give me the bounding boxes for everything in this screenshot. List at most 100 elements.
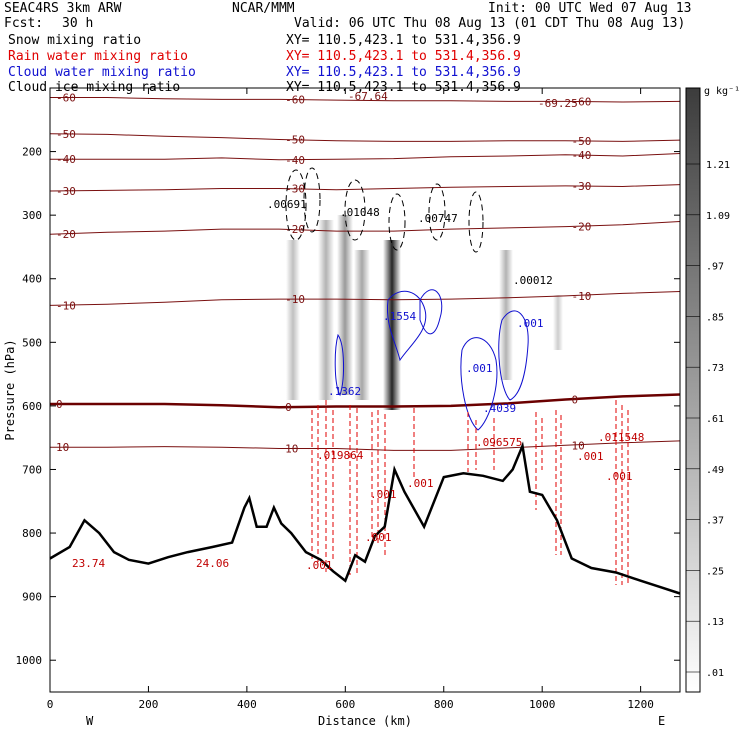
isotherm-label: -30 — [56, 185, 76, 198]
snow-max-label: .00691 — [267, 198, 307, 211]
x-tick-label: 1200 — [627, 698, 654, 711]
isotherm-line — [50, 97, 681, 103]
snow-contour — [344, 179, 366, 241]
init-time: Init: 00 UTC Wed 07 Aug 13 — [488, 1, 692, 16]
isotherm-label: 0 — [285, 401, 292, 414]
rain-contour — [413, 408, 495, 480]
colorbar-tick-label: .01 — [706, 668, 724, 679]
colorbar: g kg⁻¹ .01 .13 .25 .37 .49 .61 .73 .85 .97 1.09 1.… — [685, 86, 740, 693]
east-label: E — [658, 714, 665, 728]
isotherm-label: -30 — [285, 182, 305, 195]
colorbar-tick-label: 1.21 — [706, 160, 730, 171]
isotherm-label: -40 — [285, 154, 305, 167]
colorbar-tick-label: .25 — [706, 566, 724, 577]
shade-plume — [318, 220, 334, 400]
isotherm-line — [50, 393, 681, 409]
isotherm-line — [49, 184, 681, 192]
colorbar-tick-label: .85 — [706, 312, 724, 323]
shade-plume — [354, 250, 370, 400]
isotherm-label: -20 — [56, 228, 76, 241]
isotherm-line — [49, 133, 681, 142]
x-tick-label: 400 — [237, 698, 257, 711]
cloud-contour — [498, 310, 529, 401]
cloud-contour — [386, 290, 427, 362]
legend-cloud-water-name: Cloud water mixing ratio — [8, 65, 196, 80]
isotherm-label: -20 — [571, 221, 591, 234]
y-tick-label: 900 — [22, 591, 42, 604]
colorbar-tick-label: .37 — [706, 516, 724, 527]
rain-contour — [349, 405, 386, 575]
isotherm-label: -60 — [571, 95, 591, 108]
rain-max-label: .019864 — [317, 449, 364, 462]
cloud-contour — [419, 289, 443, 335]
x-tick-label: 200 — [139, 698, 159, 711]
legend-snow-name: Snow mixing ratio — [8, 33, 142, 48]
y-tick-label: 400 — [22, 273, 42, 286]
isotherm-label: -20 — [285, 223, 305, 236]
shade-plume — [337, 215, 353, 395]
x-tick-label: 800 — [434, 698, 454, 711]
legend-cloud-water-xy: XY= 110.5,423.1 to 531.4,356.9 — [286, 65, 521, 80]
isotherm-label: -10 — [285, 293, 305, 306]
project-title: SEAC4RS 3km ARW — [4, 1, 122, 16]
colorbar-unit: g kg⁻¹ — [704, 86, 740, 97]
y-tick-label: 300 — [22, 209, 42, 222]
rain-max-label: .096575 — [476, 436, 522, 449]
snow-max-label: .01048 — [340, 206, 380, 219]
isotherm-line — [49, 291, 681, 306]
y-tick-label: 700 — [22, 463, 42, 476]
isotherm-label: 0 — [56, 398, 63, 411]
upper-label: -67.64 — [348, 90, 388, 103]
cloud-max-label: .001 — [517, 317, 544, 330]
plot-frame — [49, 87, 681, 693]
surface-label: 23.74 — [72, 557, 105, 570]
legend-rain-xy: XY= 110.5,423.1 to 531.4,356.9 — [286, 49, 521, 64]
colorbar-tick-label: .97 — [706, 262, 724, 273]
contour-annotations: .00691 .01048 .00747 .00012 .1362 .1554 … — [72, 90, 644, 572]
rain-label: .001 — [306, 559, 333, 572]
isotherm-label: -60 — [56, 92, 76, 105]
colorbar-gradient — [685, 87, 701, 693]
isotherm-label: -10 — [56, 299, 76, 312]
isotherm-label: -50 — [571, 135, 591, 148]
snow-ice-contours — [285, 167, 484, 253]
snow-contour — [388, 193, 406, 251]
colorbar-tick-label: .13 — [706, 617, 724, 628]
isotherm-label: -60 — [285, 93, 305, 106]
isotherm-label: 10 — [571, 439, 584, 452]
x-tick-label: 600 — [335, 698, 355, 711]
cloud-water-contours — [334, 289, 529, 431]
x-tick-label: 1000 — [529, 698, 556, 711]
temperature-isotherms: -60 -60 -60-50 -50 -50-40 -40 -40-30 -30 -30-20-… — [49, 92, 681, 455]
west-label: W — [86, 714, 94, 728]
y-axis-label: Pressure (hPa) — [3, 339, 17, 440]
rain-label: .001 — [407, 477, 434, 490]
isotherm-label: -30 — [571, 180, 591, 193]
y-tick-label: 200 — [22, 146, 42, 159]
rain-label: .001 — [370, 488, 397, 501]
forecast-hours: 30 h — [62, 16, 94, 31]
shade-plume — [286, 240, 300, 400]
valid-time: Valid: 06 UTC Thu 08 Aug 13 (01 CDT Thu … — [294, 16, 686, 31]
cloud-max-label: .4039 — [483, 402, 516, 415]
forecast-label: Fcst: — [4, 16, 44, 31]
shade-plume — [553, 295, 563, 350]
snow-contour — [428, 183, 446, 241]
rain-water-contours — [311, 400, 629, 585]
cloud-contour — [334, 333, 344, 397]
legend-rain-name: Rain water mixing ratio — [8, 49, 189, 64]
snow-max-label: .00747 — [418, 212, 458, 225]
colorbar-tick-label: 1.09 — [706, 211, 730, 222]
rain-contour — [311, 400, 334, 572]
snow-contour — [303, 167, 321, 233]
isotherm-label: -40 — [56, 153, 76, 166]
isotherm-line — [49, 221, 681, 235]
rain-max-label: .011548 — [598, 431, 644, 444]
y-tick-label: 1000 — [16, 654, 43, 667]
isotherm-label: -10 — [571, 290, 591, 303]
y-tick-label: 600 — [22, 400, 42, 413]
rain-label: .001 — [577, 450, 604, 463]
colorbar-ticks: .01 .13 .25 .37 .49 .61 .73 .85 .97 1.09 1.21 — [686, 160, 730, 679]
snow-contour — [285, 169, 307, 241]
